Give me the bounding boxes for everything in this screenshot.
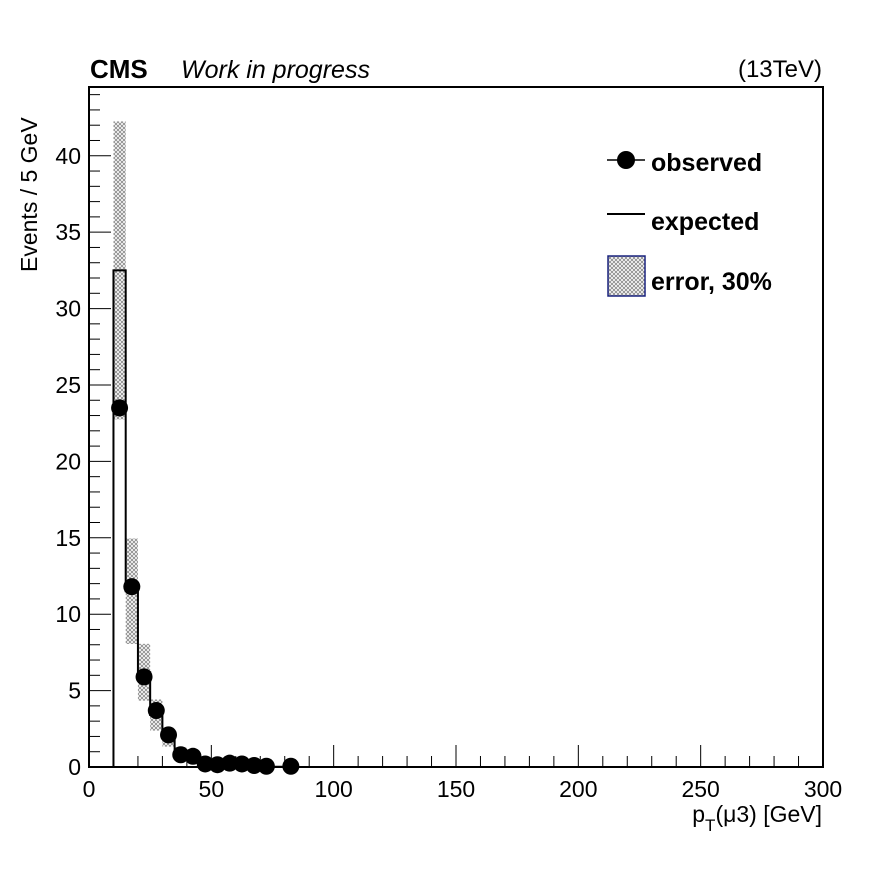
legend-error-swatch	[607, 255, 646, 297]
y-tick-label: 15	[55, 525, 81, 551]
x-tick-label: 300	[804, 776, 842, 802]
observed-point	[147, 701, 165, 719]
legend-observed-label: observed	[651, 149, 762, 177]
observed-point	[111, 399, 129, 417]
y-tick-labels: 0 5 10 15 20 25 30 35 40	[55, 143, 81, 780]
x-tick-label: 50	[199, 776, 225, 802]
legend-expected-label: expected	[651, 208, 759, 236]
y-tick-label: 10	[55, 601, 81, 627]
x-tick-label: 150	[437, 776, 475, 802]
x-axis-title-sub: T	[705, 816, 715, 835]
x-tick-label: 100	[314, 776, 352, 802]
status-label: Work in progress	[181, 56, 370, 84]
legend-observed-marker	[617, 151, 635, 169]
y-tick-label: 0	[68, 754, 81, 780]
observed-point	[135, 668, 153, 686]
x-tick-label: 250	[681, 776, 719, 802]
observed-point	[160, 726, 178, 744]
observed-points-layer	[111, 399, 300, 775]
legend-error-label: error, 30%	[651, 268, 772, 296]
plot-frame	[88, 86, 824, 768]
y-tick-label: 35	[55, 219, 81, 245]
x-tick-labels: 0 50 100 150 200 250 300	[83, 776, 843, 802]
observed-point	[245, 756, 263, 774]
legend: observed expected error, 30%	[607, 149, 772, 297]
y-axis-title: Events / 5 GeV	[16, 117, 42, 272]
observed-point	[196, 755, 214, 773]
y-tick-label: 20	[55, 448, 81, 474]
x-tick-label: 0	[83, 776, 96, 802]
observed-point	[123, 578, 141, 596]
x-axis-title-main: p	[692, 801, 705, 827]
expected-histogram	[112, 269, 823, 768]
y-tick-label: 30	[55, 296, 81, 322]
observed-point	[184, 747, 202, 765]
y-tick-label: 25	[55, 372, 81, 398]
axis-ticks-layer	[88, 94, 824, 768]
y-tick-label: 5	[68, 678, 81, 704]
expected-histogram-layer	[112, 269, 823, 768]
x-axis-title-rest: (μ3) [GeV]	[715, 801, 822, 827]
experiment-label: CMS	[90, 54, 148, 84]
y-tick-label: 40	[55, 143, 81, 169]
x-axis-title: pT(μ3) [GeV]	[692, 801, 822, 835]
energy-label: (13TeV)	[738, 56, 822, 83]
x-tick-label: 200	[559, 776, 597, 802]
